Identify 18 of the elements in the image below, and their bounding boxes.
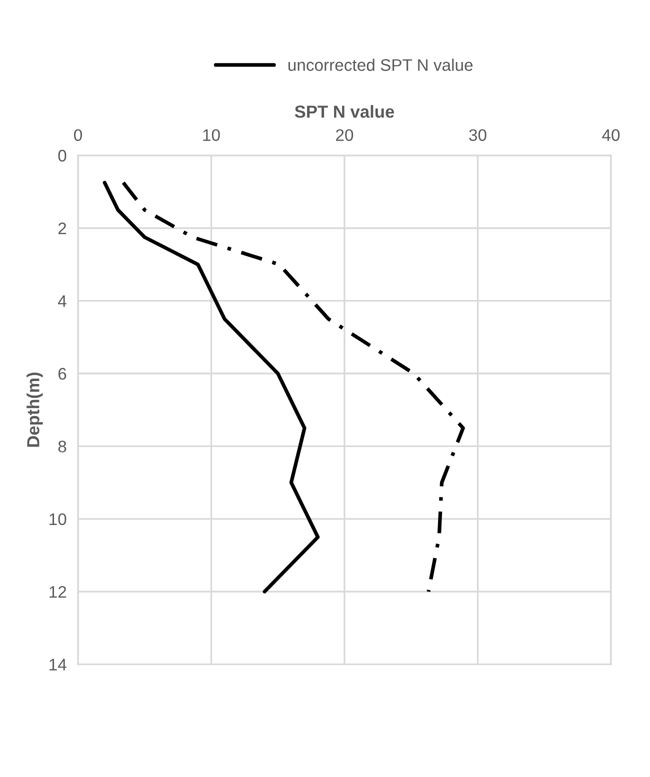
y-tick-label: 12 <box>50 586 66 598</box>
x-tick-label: 10 <box>203 129 220 141</box>
line-series <box>122 180 465 594</box>
x-axis-title: SPT N value <box>294 105 394 118</box>
y-tick-label: 2 <box>58 222 66 234</box>
x-tick-label: 30 <box>469 129 486 141</box>
y-tick-label: 10 <box>50 513 66 526</box>
x-tick-label: 40 <box>602 129 620 141</box>
y-tick-label: 8 <box>58 440 66 452</box>
y-tick-label: 14 <box>50 658 66 670</box>
y-tick-label: 6 <box>58 368 66 380</box>
y-tick-label: 4 <box>58 295 66 307</box>
y-tick-label: 0 <box>58 150 66 162</box>
line-series <box>102 180 320 594</box>
legend-label: uncorrected SPT N value <box>288 58 473 71</box>
x-tick-label: 20 <box>336 129 354 141</box>
y-axis-title: Depth(m) <box>26 372 43 447</box>
x-tick-label: 0 <box>74 129 82 141</box>
